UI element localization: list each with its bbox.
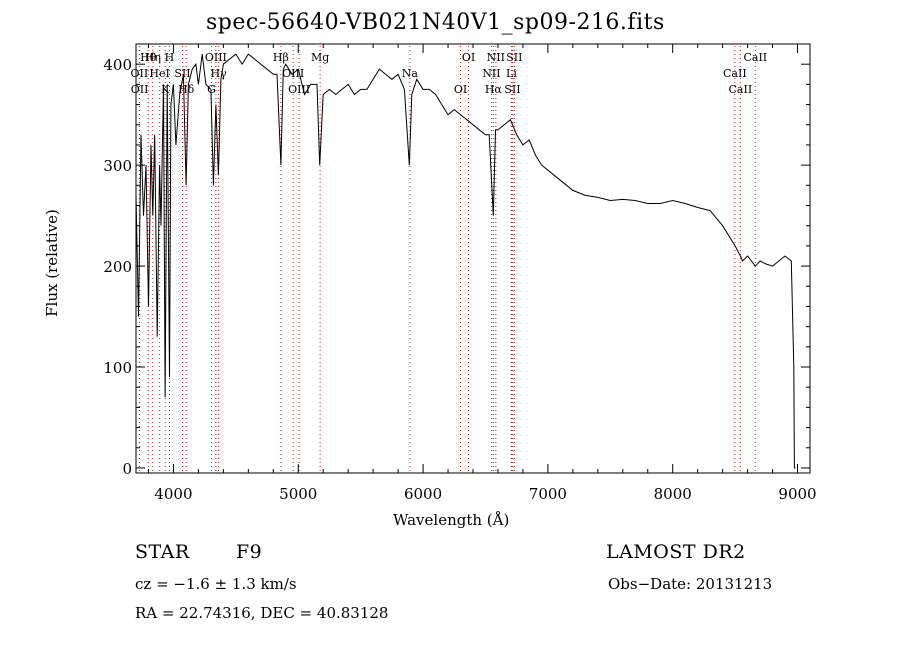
line-markers	[138, 46, 756, 473]
line-marker-label: CaII	[723, 67, 747, 80]
line-marker-label: OIII	[205, 51, 227, 64]
obs-date-text: Obs−Date: 20131213	[608, 575, 773, 593]
line-marker-label: NII	[487, 51, 505, 64]
x-tick-label: 9000	[778, 485, 816, 503]
x-tick-label: 4000	[154, 485, 192, 503]
axis-tick-labels: 4000 5000 6000 7000 8000 9000 0 100 200 300 400	[103, 56, 816, 503]
x-tick-label: 6000	[404, 485, 442, 503]
line-marker-label: H	[165, 51, 175, 64]
y-tick-label: 300	[103, 157, 132, 175]
line-marker-label: OIII	[282, 67, 304, 80]
line-marker-label: K	[161, 83, 170, 96]
line-marker-label: OIII	[288, 83, 310, 96]
line-marker-label: SII	[506, 51, 522, 64]
spectrum-line	[135, 53, 796, 469]
x-tick-label: 5000	[279, 485, 317, 503]
line-marker-label: OII	[131, 67, 149, 80]
survey-name: LAMOST DR2	[606, 541, 746, 563]
line-marker-label: Hθ	[140, 51, 157, 64]
chart-title: spec-56640-VB021N40V1_sp09-216.fits	[206, 10, 665, 35]
line-marker-label: G	[207, 83, 216, 96]
x-axis-label: Wavelength (Å)	[393, 511, 510, 529]
y-tick-label: 400	[103, 56, 132, 74]
coords-text: RA = 22.74316, DEC = 40.83128	[135, 604, 389, 622]
line-marker-label: Hγ	[211, 67, 228, 80]
redshift-text: cz = −1.6 ± 1.3 km/s	[135, 575, 297, 593]
line-marker-label: SII	[174, 67, 190, 80]
line-marker-label: Li	[506, 67, 517, 80]
plot-frame	[135, 43, 811, 474]
line-marker-label: SII	[504, 83, 520, 96]
object-subclass: F9	[236, 541, 263, 563]
x-tick-label: 8000	[654, 485, 692, 503]
line-marker-label: Hα	[485, 83, 503, 96]
line-marker-label: OII	[131, 83, 149, 96]
line-marker-label: CaII	[743, 51, 767, 64]
line-marker-label: Hβ	[273, 51, 289, 64]
line-marker-label: Hδ	[178, 83, 195, 96]
object-class: STAR	[135, 541, 190, 563]
line-marker-labels: Hθ OII OII Hη HeI K H SII Hδ OIII Hγ G Hβ OIII OIII Mg N…	[131, 51, 768, 96]
y-tick-label: 0	[122, 460, 132, 478]
line-marker-label: OI	[454, 83, 467, 96]
line-marker-label: OI	[462, 51, 475, 64]
y-axis-label: Flux (relative)	[42, 209, 61, 317]
spectrum-series	[135, 53, 796, 469]
axis-ticks	[136, 44, 810, 473]
line-marker-label: HeI	[149, 67, 169, 80]
line-marker-label: Na	[402, 67, 419, 80]
line-marker-label: Hη	[145, 51, 161, 64]
y-tick-label: 100	[103, 359, 132, 377]
line-marker-label: CaII	[729, 83, 753, 96]
line-marker-label: NII	[482, 67, 500, 80]
y-tick-label: 200	[103, 258, 132, 276]
line-marker-label: Mg	[311, 51, 329, 64]
x-tick-label: 7000	[529, 485, 567, 503]
